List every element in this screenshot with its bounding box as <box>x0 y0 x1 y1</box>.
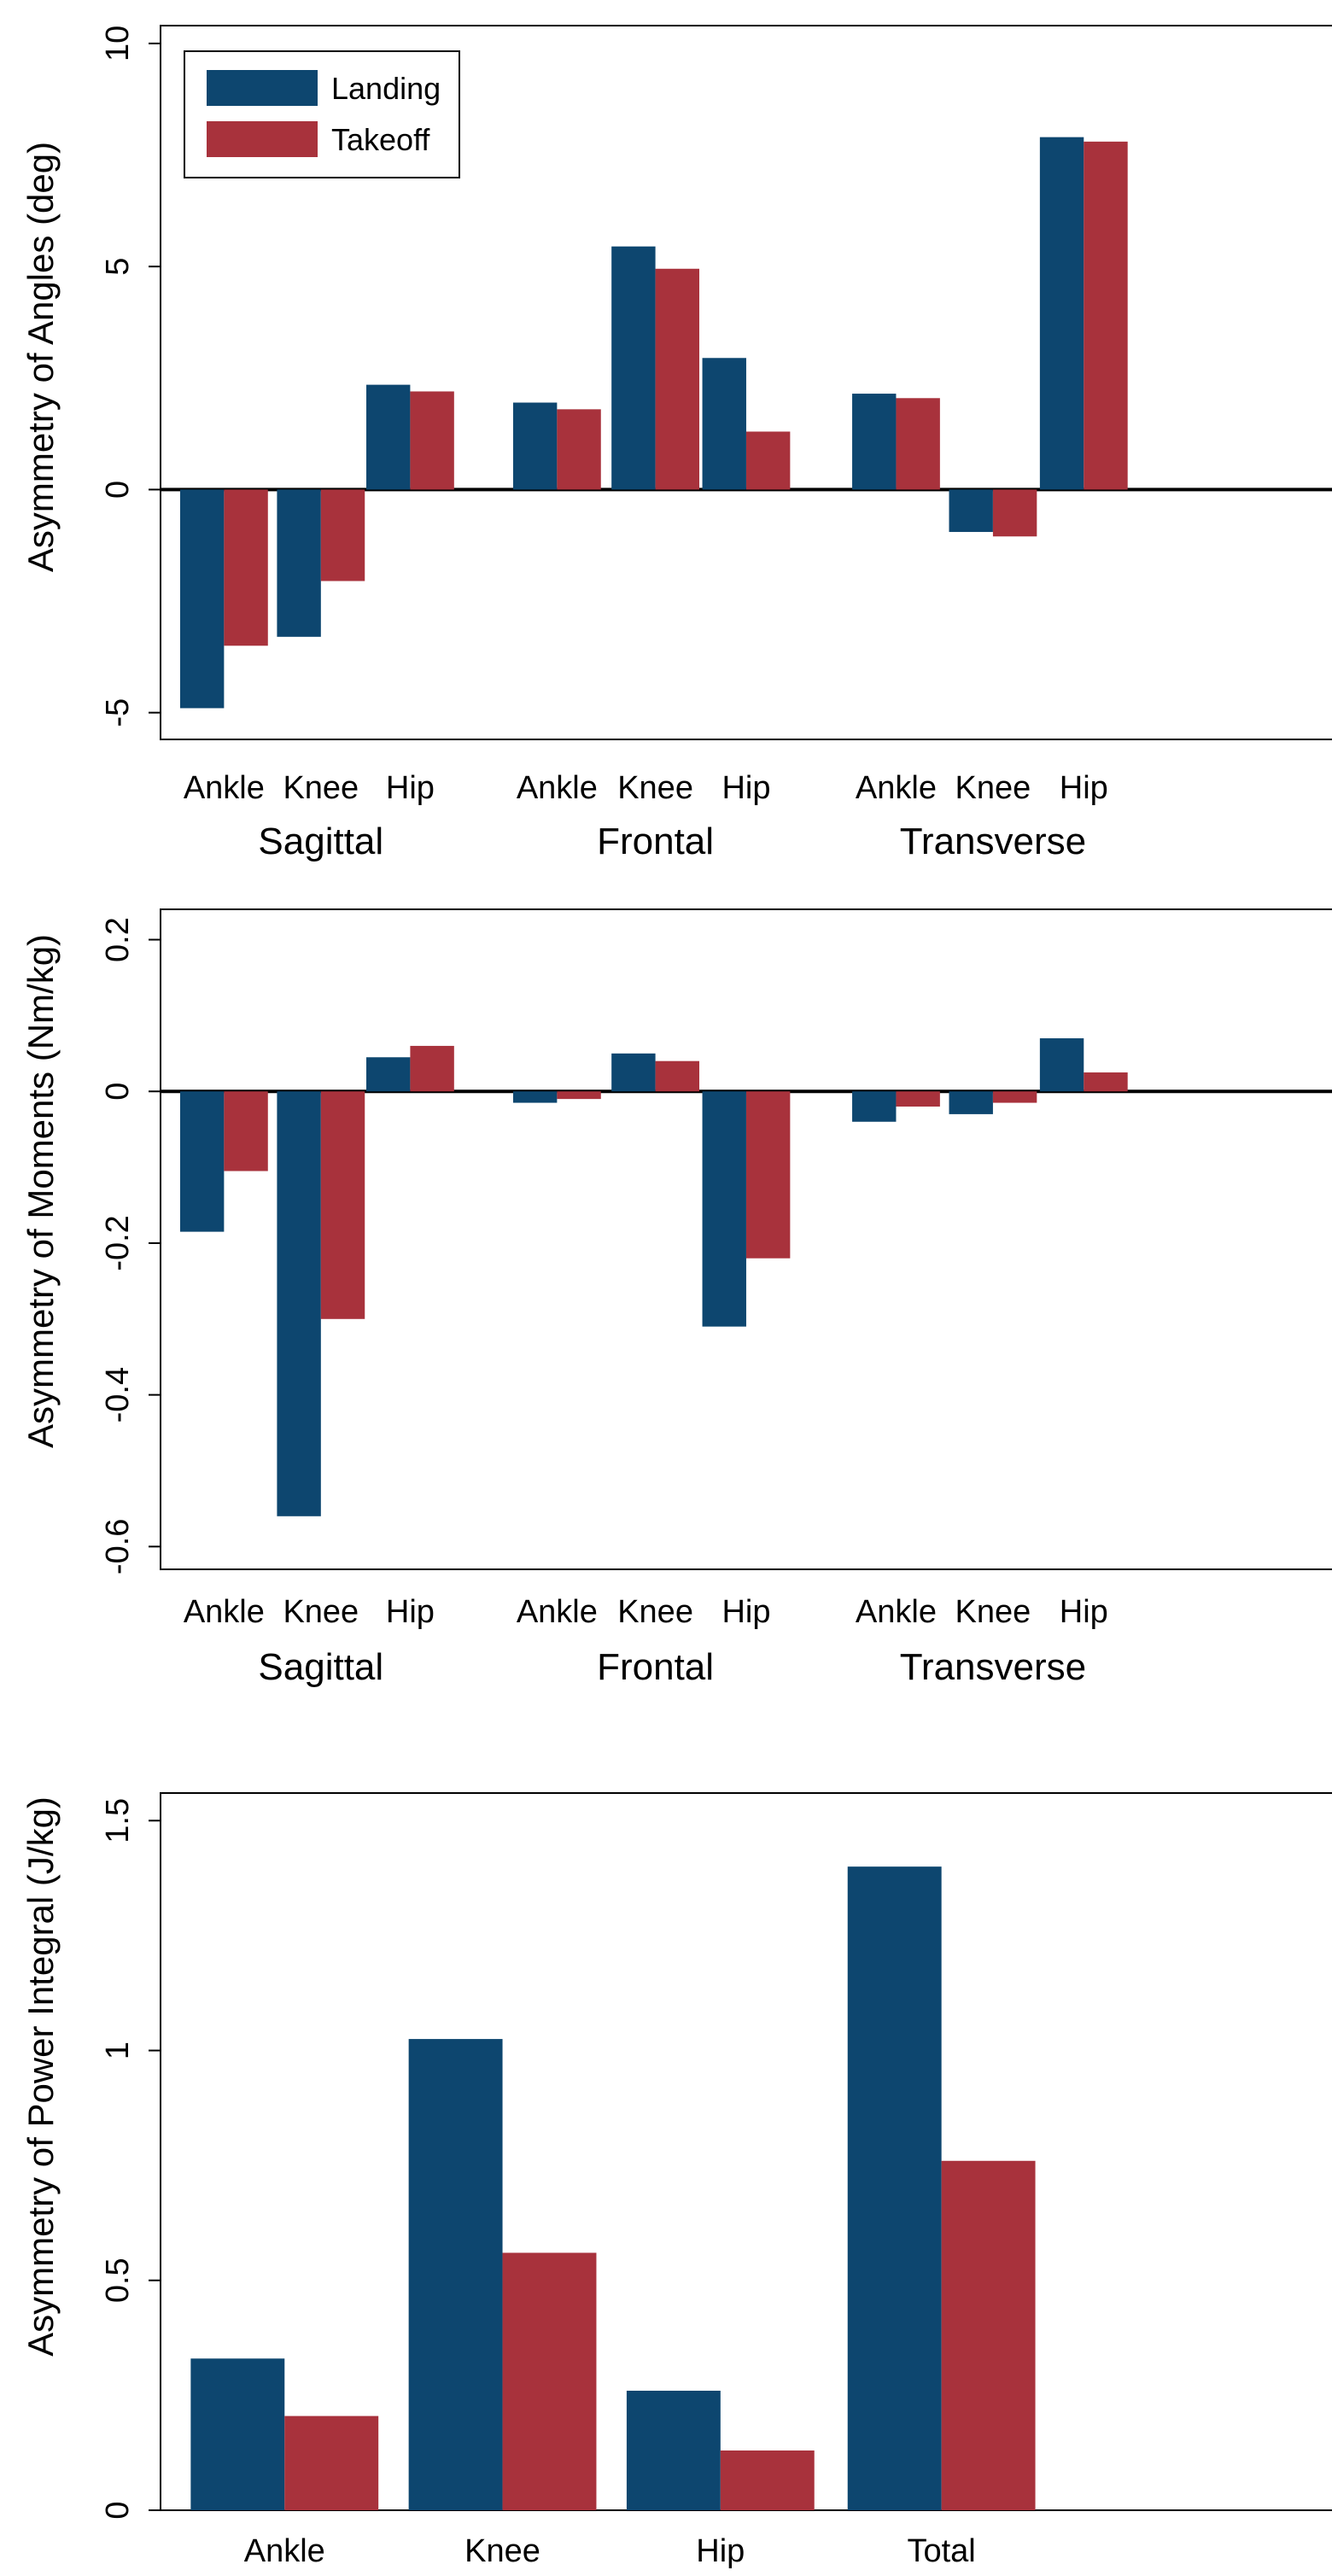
moments-bar-landing <box>512 1091 558 1103</box>
moments-group-label: Sagittal <box>258 1646 383 1688</box>
angles-bar-landing <box>611 246 656 490</box>
angles-bar-takeoff <box>745 431 791 490</box>
power-x-tick-label: Ankle <box>244 2533 325 2569</box>
angles-x-tick-label: Knee <box>955 770 1031 806</box>
angles-y-tick-label: 5 <box>100 258 136 276</box>
power-y-tick-label: 0.5 <box>100 2258 136 2303</box>
angles-x-tick-label: Ankle <box>184 770 265 806</box>
angles-bar-takeoff <box>655 268 699 490</box>
angles-plot-frame <box>160 25 1332 740</box>
moments-bar-takeoff <box>655 1060 699 1092</box>
moments-bar-takeoff <box>410 1045 454 1092</box>
angles-bar-landing <box>179 489 225 709</box>
power-y-tick-label: 0 <box>100 2501 136 2519</box>
legend-swatch-takeoff <box>207 121 318 157</box>
power-bar-landing <box>190 2358 285 2510</box>
moments-plot-frame <box>160 908 1332 1570</box>
moments-bar-takeoff <box>992 1091 1037 1103</box>
moments-bar-takeoff <box>745 1091 791 1259</box>
power-x-tick-label: Knee <box>464 2533 540 2569</box>
moments-y-tick-label: 0 <box>100 1083 136 1101</box>
power-bar-landing <box>408 2039 503 2510</box>
legend-label-takeoff: Takeoff <box>331 122 430 157</box>
angles-bar-takeoff <box>320 489 365 581</box>
moments-chart: Asymmetry of Moments (Nm/kg) 0.2 0 -0.2 -0.… <box>20 908 1332 1688</box>
angles-bar-takeoff <box>896 398 940 490</box>
moments-y-tick-label: -0.4 <box>100 1367 136 1422</box>
moments-bar-takeoff <box>1084 1072 1128 1092</box>
angles-x-tick-label: Ankle <box>856 770 937 806</box>
angles-bar-landing <box>949 489 993 533</box>
power-bar-landing <box>847 1866 942 2510</box>
angles-x-tick-label: Hip <box>722 770 770 806</box>
moments-bar-takeoff <box>557 1091 601 1100</box>
angles-bar-takeoff <box>410 391 454 490</box>
moments-bar-takeoff <box>896 1091 940 1107</box>
angles-x-tick-label: Ankle <box>517 770 598 806</box>
moments-x-tick-label: Hip <box>1060 1594 1108 1630</box>
angles-bar-takeoff <box>1084 141 1128 490</box>
moments-bar-landing <box>277 1091 321 1516</box>
angles-bar-landing <box>702 358 746 490</box>
moments-group-label: Transverse <box>900 1646 1086 1688</box>
moments-bar-takeoff <box>224 1091 268 1171</box>
moments-y-axis-label: Asymmetry of Moments (Nm/kg) <box>20 934 61 1448</box>
power-chart: Asymmetry of Power Integral (J/kg) 1.5 1 0… <box>20 1792 1332 2569</box>
moments-x-tick-label: Hip <box>722 1594 770 1630</box>
angles-x-tick-label: Hip <box>386 770 435 806</box>
angles-y-axis-label: Asymmetry of Angles (deg) <box>20 142 61 572</box>
angles-chart: Asymmetry of Angles (deg) 10 5 0 -5 Ankle Kne… <box>20 25 1332 862</box>
moments-x-tick-label: Ankle <box>184 1594 265 1630</box>
angles-bar-takeoff <box>224 489 268 646</box>
moments-bar-landing <box>179 1091 225 1232</box>
moments-bar-takeoff <box>320 1091 365 1319</box>
legend-swatch-landing <box>207 70 318 106</box>
angles-x-tick-label: Hip <box>1060 770 1108 806</box>
angles-group-label: Transverse <box>900 821 1086 862</box>
angles-bar-landing <box>1039 137 1084 490</box>
angles-bar-landing <box>512 402 558 490</box>
moments-group-label: Frontal <box>597 1646 714 1688</box>
moments-x-tick-label: Knee <box>283 1594 359 1630</box>
power-bar-landing <box>626 2391 721 2510</box>
moments-bar-landing <box>702 1091 746 1327</box>
angles-bar-landing <box>852 394 897 490</box>
moments-x-tick-label: Knee <box>955 1594 1031 1630</box>
power-x-tick-label: Total <box>907 2533 975 2569</box>
power-y-tick-label: 1 <box>100 2042 136 2059</box>
moments-y-tick-label: -0.2 <box>100 1215 136 1270</box>
angles-bar-takeoff <box>992 489 1037 537</box>
moments-x-tick-label: Knee <box>617 1594 693 1630</box>
angles-group-label: Frontal <box>597 821 714 862</box>
moments-x-tick-label: Ankle <box>856 1594 937 1630</box>
moments-x-tick-label: Ankle <box>517 1594 598 1630</box>
moments-y-tick-label: 0.2 <box>100 917 136 962</box>
angles-x-tick-label: Knee <box>283 770 359 806</box>
angles-y-tick-label: 10 <box>100 26 136 61</box>
angles-group-label: Sagittal <box>258 821 383 862</box>
moments-bar-landing <box>366 1057 411 1092</box>
moments-bar-landing <box>611 1053 656 1092</box>
power-y-axis-label: Asymmetry of Power Integral (J/kg) <box>20 1796 61 2357</box>
moments-x-tick-label: Hip <box>386 1594 435 1630</box>
power-x-tick-label: Hip <box>696 2533 745 2569</box>
legend-label-landing: Landing <box>331 71 441 106</box>
power-y-tick-label: 1.5 <box>100 1798 136 1843</box>
moments-bar-landing <box>852 1091 897 1122</box>
power-bar-takeoff <box>284 2415 379 2510</box>
power-plot-frame <box>160 1792 1332 2511</box>
moments-bar-landing <box>949 1091 993 1114</box>
power-bar-takeoff <box>941 2160 1036 2510</box>
angles-bar-landing <box>277 489 321 637</box>
angles-bar-landing <box>366 384 411 490</box>
power-bar-takeoff <box>720 2450 815 2510</box>
power-bar-takeoff <box>502 2252 597 2510</box>
angles-x-tick-label: Knee <box>617 770 693 806</box>
angles-bar-takeoff <box>557 409 601 490</box>
moments-y-tick-label: -0.6 <box>100 1519 136 1574</box>
angles-y-tick-label: 0 <box>100 481 136 499</box>
moments-bar-landing <box>1039 1038 1084 1092</box>
angles-y-tick-label: -5 <box>100 698 136 727</box>
